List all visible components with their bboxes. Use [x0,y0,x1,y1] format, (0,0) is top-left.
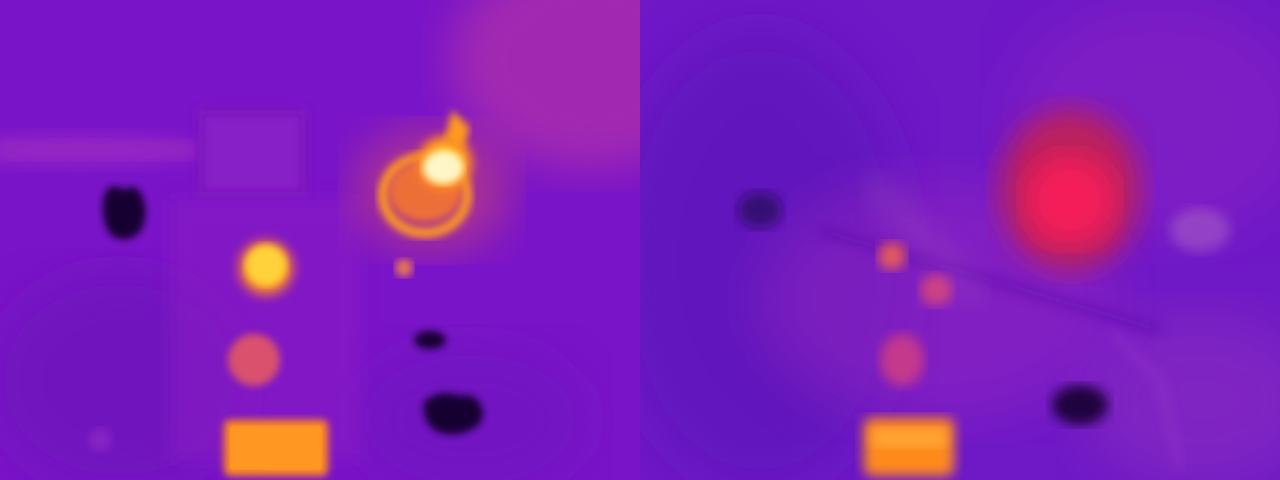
thermal-image-left [0,0,640,480]
thermal-image-right [640,0,1280,480]
